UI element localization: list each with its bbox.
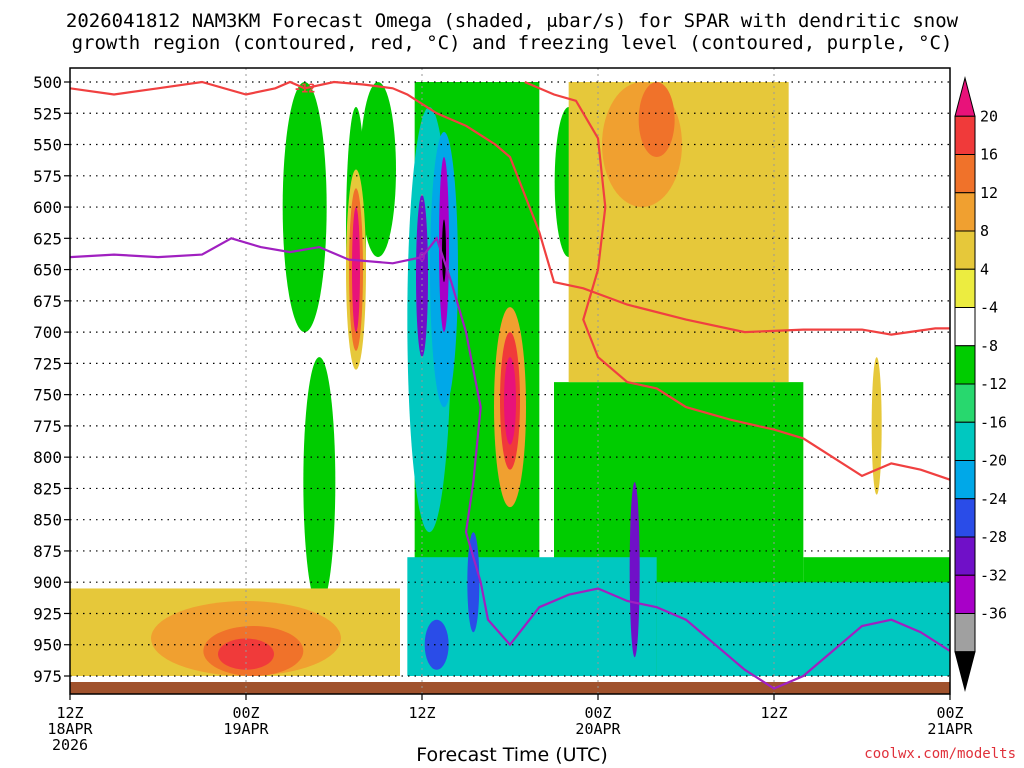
colorbar-label-1: 16 [980,146,998,164]
omega-blob-blue-3 [424,619,449,670]
colorbar-segment-8 [954,383,976,423]
contour-label-0: -12 [294,81,316,95]
colorbar-segment-12 [954,536,976,576]
omega-region-cyan-low2 [656,582,950,676]
colorbar-label-12: -32 [980,566,1007,584]
ytick-label-650: 650 [33,261,62,280]
ground-terrain [70,682,950,694]
contour-0 [70,80,950,336]
ytick-label-900: 900 [33,573,62,592]
colorbar-segment-1 [954,115,976,155]
xtick-label-1-0: 00Z [232,704,259,722]
omega-blob-purple-1 [416,194,428,358]
colorbar-label-8: -16 [980,413,1007,431]
omega-blob-green-4 [303,357,336,608]
colorbar-label-13: -36 [980,605,1007,623]
omega-blob-green-3 [360,81,396,258]
colorbar-segment-10 [954,460,976,500]
ytick-label-575: 575 [33,167,62,186]
xtick-label-0-1: 18APR [47,720,93,738]
colorbar-segment-6 [954,307,976,347]
colorbar-label-2: 12 [980,184,998,202]
colorbar-label-5: -4 [980,299,998,317]
ytick-label-725: 725 [33,354,62,373]
ytick-label-500: 500 [33,73,62,92]
colorbar-segment-5 [954,268,976,308]
ytick-label-550: 550 [33,136,62,155]
colorbar-top-tip [954,76,976,117]
chart-title-line1: 2026041812 NAM3KM Forecast Omega (shaded… [65,10,959,32]
colorbar-bottom-tip [954,651,976,692]
xtick-label-0-0: 12Z [56,704,83,722]
plot-frame [69,67,951,695]
contour-label-2: 0 [418,250,425,264]
ytick-label-775: 775 [33,417,62,436]
colorbar-segment-4 [954,230,976,270]
colorbar-segment-2 [954,154,976,194]
colorbar-segment-11 [954,498,976,538]
colorbar-label-0: 20 [980,107,998,125]
ytick-label-800: 800 [33,448,62,467]
colorbar-label-11: -28 [980,528,1007,546]
colorbar-segment-13 [954,574,976,614]
ytick-label-850: 850 [33,511,62,530]
colorbar-label-6: -8 [980,337,998,355]
colorbar-label-9: -20 [980,452,1007,470]
contour-1 [524,80,950,481]
ytick-label-600: 600 [33,198,62,217]
ytick-label-625: 625 [33,229,62,248]
colorbar-label-3: 8 [980,222,989,240]
omega-core-black [442,219,446,283]
xtick-label-1-1: 19APR [223,720,269,738]
xtick-label-0-2: 2026 [52,736,88,754]
ytick-label-700: 700 [33,323,62,342]
xtick-label-3-1: 20APR [575,720,621,738]
omega-blob-purple-3 [629,482,640,658]
ytick-label-825: 825 [33,479,62,498]
xtick-label-3-0: 00Z [584,704,611,722]
ytick-label-675: 675 [33,292,62,311]
x-axis-title: Forecast Time (UTC) [416,744,608,766]
ytick-label-925: 925 [33,604,62,623]
contour-2 [70,236,950,690]
ytick-label-950: 950 [33,636,62,655]
xtick-label-5-1: 21APR [927,720,973,738]
chart-title-line2: growth region (contoured, red, °C) and f… [71,32,953,54]
xtick-label-4-0: 12Z [760,704,787,722]
colorbar-segment-7 [954,345,976,385]
colorbar-label-7: -12 [980,375,1007,393]
ytick-label-975: 975 [33,667,62,686]
colorbar-label-10: -24 [980,490,1007,508]
colorbar-segment-3 [954,192,976,232]
omega-blob-magenta-2 [504,357,516,445]
ytick-label-750: 750 [33,386,62,405]
colorbar-label-4: 4 [980,260,989,278]
xtick-label-5-0: 00Z [936,704,963,722]
site-credit: coolwx.com/modelts [864,746,1016,762]
omega-blob-red-low [218,638,274,670]
colorbar-segment-14 [954,613,976,653]
xtick-label-2-0: 12Z [408,704,435,722]
ytick-label-875: 875 [33,542,62,561]
ytick-label-525: 525 [33,104,62,123]
colorbar-segment-9 [954,421,976,461]
omega-blob-orange-upper [638,82,675,158]
